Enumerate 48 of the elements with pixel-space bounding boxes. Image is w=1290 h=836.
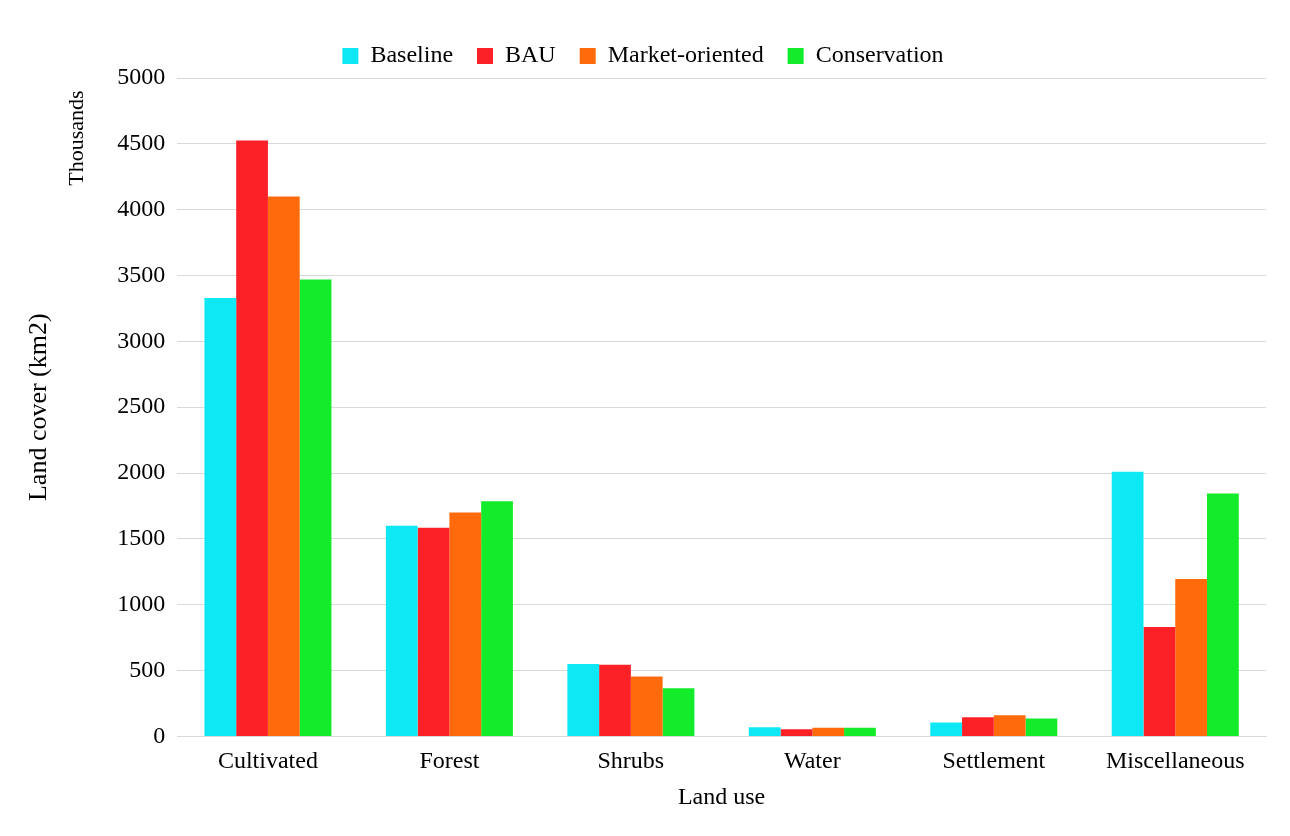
bar (1143, 627, 1176, 736)
bar (962, 717, 994, 736)
bar (267, 196, 300, 736)
bar (1111, 471, 1144, 736)
y-tick-label: 2500 (117, 392, 166, 419)
bar (748, 727, 781, 736)
bar (630, 676, 663, 736)
bar (1025, 718, 1058, 736)
x-tick-label: Cultivated (217, 747, 318, 774)
legend-label: Baseline (370, 41, 454, 68)
y-tick-label: 4500 (117, 129, 166, 156)
bar (236, 140, 268, 736)
bar (930, 722, 963, 736)
bar (1207, 493, 1239, 736)
x-tick-label: Forest (419, 747, 480, 774)
y-tick-label: 4000 (117, 194, 166, 221)
x-tick-label: Water (783, 747, 841, 774)
bar (385, 525, 418, 736)
bar (812, 727, 845, 736)
legend-label: Market-oriented (607, 41, 764, 68)
text: Thousands (62, 90, 88, 186)
y-tick-label: 3000 (117, 326, 166, 353)
y-tick-label: 1500 (117, 524, 166, 551)
y-tick-label: 1000 (117, 590, 166, 617)
bar (449, 512, 482, 736)
y-tick-label: 3500 (117, 260, 166, 287)
x-tick-label: Shrubs (597, 747, 665, 774)
bar (567, 663, 600, 736)
bar (599, 664, 631, 736)
bar (844, 727, 876, 736)
y-tick-label: 0 (153, 721, 166, 748)
y-tick-label: 500 (129, 655, 166, 682)
legend-label: BAU (505, 41, 556, 68)
y-tick-label: 2000 (117, 458, 166, 485)
legend-label: Conservation (815, 41, 944, 68)
bar (1175, 579, 1208, 736)
x-axis-title: Land use (677, 782, 766, 809)
bar (662, 688, 695, 736)
y-axis-title: Land cover (km2) (23, 313, 53, 502)
x-tick-label: Settlement (942, 747, 1046, 774)
y-tick-label: 5000 (117, 63, 166, 90)
bar (417, 527, 450, 736)
bar (299, 279, 332, 736)
bar (204, 297, 237, 736)
bar (993, 715, 1026, 736)
bar (780, 729, 813, 736)
x-tick-label: Miscellaneous (1105, 747, 1245, 774)
bar (481, 501, 513, 736)
